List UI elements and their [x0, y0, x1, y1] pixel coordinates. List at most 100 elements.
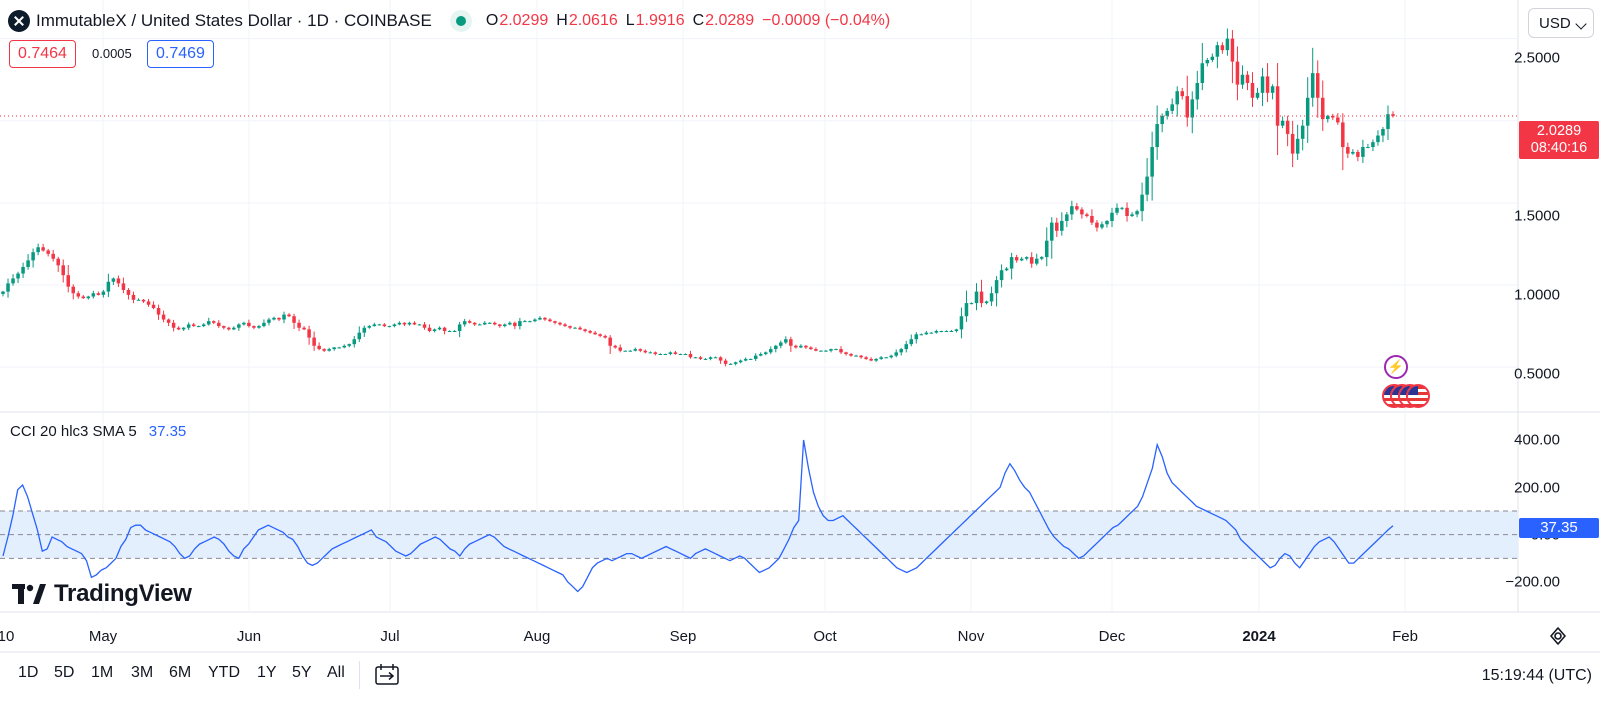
candle-body — [146, 301, 151, 305]
range-button-1m[interactable]: 1M — [91, 664, 114, 681]
candle-body — [593, 332, 597, 335]
candle-body — [1230, 38, 1235, 62]
cci-axis-label: 400.00 — [1514, 431, 1560, 449]
candle-body — [1, 291, 5, 294]
candle-body — [222, 326, 226, 328]
candle-body — [196, 326, 201, 328]
candle-body — [292, 316, 296, 323]
symbol-legend[interactable]: ImmutableX / United States Dollar · 1D ·… — [8, 8, 898, 34]
candle-body — [272, 317, 276, 320]
candle-body — [126, 289, 131, 295]
candle-body — [367, 326, 372, 328]
cci-legend[interactable]: CCI 20 hlc3 SMA 5 37.35 — [10, 423, 186, 440]
candle-body — [1205, 59, 1210, 64]
candle-body — [116, 278, 121, 284]
candle-body — [718, 357, 723, 361]
candle-body — [583, 329, 587, 332]
immutablex-logo-icon — [8, 10, 30, 32]
utc-clock[interactable]: 15:19:44 (UTC) — [1481, 667, 1592, 684]
candle-body — [693, 357, 698, 359]
candle-body — [543, 317, 547, 320]
candle-body — [578, 327, 582, 330]
candle-body — [1351, 151, 1355, 154]
candle-body — [412, 322, 417, 325]
chart-settings-gear-icon[interactable] — [1547, 625, 1569, 647]
candle-body — [849, 354, 853, 356]
candle-body — [769, 349, 773, 353]
candle-body — [909, 339, 914, 345]
symbol-title[interactable]: ImmutableX / United States Dollar · 1D ·… — [36, 11, 432, 30]
candle-body — [869, 358, 873, 361]
sell-price-button[interactable]: 0.7464 — [9, 40, 76, 68]
candle-body — [267, 319, 271, 323]
candle-body — [829, 349, 833, 351]
candle-body — [563, 324, 567, 327]
candle-body — [307, 329, 311, 338]
range-button-1d[interactable]: 1D — [18, 664, 39, 681]
candle-body — [623, 350, 627, 352]
candle-body — [789, 339, 793, 346]
candle-body — [232, 327, 236, 330]
candle-body — [257, 326, 261, 328]
candle-body — [1165, 110, 1169, 116]
candle-body — [1014, 257, 1019, 261]
candle-body — [658, 354, 663, 356]
candle-body — [287, 314, 291, 317]
candle-body — [884, 357, 888, 359]
candle-body — [111, 278, 116, 282]
price-axis-label: 2.5000 — [1514, 49, 1560, 67]
candle-body — [1100, 224, 1104, 228]
candle-body — [1235, 61, 1240, 85]
range-button-all[interactable]: All — [327, 664, 345, 681]
candle-body — [779, 342, 783, 346]
candle-body — [1215, 45, 1220, 57]
range-button-ytd[interactable]: YTD — [208, 664, 240, 681]
time-axis-label: 10 — [0, 628, 15, 645]
candle-body — [969, 303, 974, 305]
candle-body — [252, 326, 256, 328]
candle-body — [166, 319, 171, 323]
currency-select[interactable]: USD — [1528, 8, 1594, 38]
candle-body — [1190, 99, 1195, 118]
price-axis-label: 1.0000 — [1514, 286, 1560, 304]
candle-body — [1195, 82, 1200, 100]
candle-body — [302, 327, 306, 330]
candle-body — [337, 347, 341, 349]
candle-body — [1135, 211, 1139, 215]
candle-body — [523, 321, 527, 323]
price-axis-label: 0.5000 — [1514, 365, 1560, 383]
range-button-5y[interactable]: 5Y — [292, 664, 312, 681]
candle-body — [1085, 214, 1089, 217]
candle-body — [974, 291, 979, 304]
candle-body — [1245, 74, 1250, 83]
candle-body — [1055, 222, 1059, 231]
candle-body — [56, 258, 60, 266]
lightning-event-icon[interactable]: ⚡ — [1384, 355, 1408, 379]
candle-body — [1361, 147, 1365, 157]
range-button-3m[interactable]: 3M — [131, 664, 154, 681]
candle-body — [96, 293, 101, 295]
candle-body — [708, 357, 713, 359]
candle-body — [1034, 258, 1039, 264]
candle-body — [151, 304, 156, 309]
market-open-status-icon[interactable] — [449, 10, 472, 32]
candle-body — [728, 363, 733, 365]
candle-body — [673, 352, 678, 355]
candle-body — [81, 296, 86, 299]
candle-body — [763, 352, 768, 355]
buy-price-button[interactable]: 0.7469 — [147, 40, 214, 68]
calendar-goto-icon[interactable] — [374, 663, 400, 687]
candle-body — [186, 324, 191, 328]
range-button-5d[interactable]: 5D — [54, 664, 75, 681]
candle-body — [688, 354, 693, 358]
candle-body — [518, 321, 522, 327]
candle-body — [683, 354, 688, 356]
range-button-6m[interactable]: 6M — [169, 664, 192, 681]
candle-body — [954, 329, 959, 332]
candle-body — [553, 321, 557, 323]
candle-body — [51, 253, 55, 259]
candle-body — [864, 357, 868, 359]
range-button-1y[interactable]: 1Y — [257, 664, 277, 681]
us-flag-event-icon[interactable] — [1406, 384, 1430, 408]
